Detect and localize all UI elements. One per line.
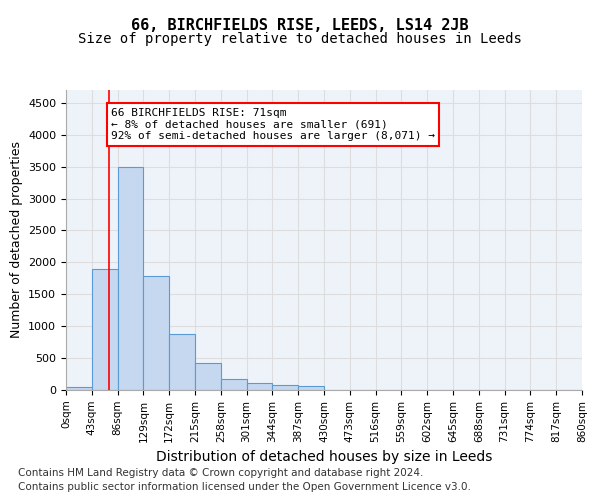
X-axis label: Distribution of detached houses by size in Leeds: Distribution of detached houses by size … [156,450,492,464]
Bar [66,387,92,390]
Bar [221,378,247,390]
Text: 66 BIRCHFIELDS RISE: 71sqm
← 8% of detached houses are smaller (691)
92% of semi: 66 BIRCHFIELDS RISE: 71sqm ← 8% of detac… [111,108,435,141]
Bar [92,268,118,390]
Text: Size of property relative to detached houses in Leeds: Size of property relative to detached ho… [78,32,522,46]
Bar [195,362,221,390]
Text: Contains HM Land Registry data © Crown copyright and database right 2024.: Contains HM Land Registry data © Crown c… [18,468,424,477]
Bar [247,383,272,390]
Bar [118,166,143,390]
Y-axis label: Number of detached properties: Number of detached properties [10,142,23,338]
Bar [298,386,324,390]
Text: 66, BIRCHFIELDS RISE, LEEDS, LS14 2JB: 66, BIRCHFIELDS RISE, LEEDS, LS14 2JB [131,18,469,32]
Bar [143,276,169,390]
Text: Contains public sector information licensed under the Open Government Licence v3: Contains public sector information licen… [18,482,471,492]
Bar [272,385,298,390]
Bar [169,334,195,390]
